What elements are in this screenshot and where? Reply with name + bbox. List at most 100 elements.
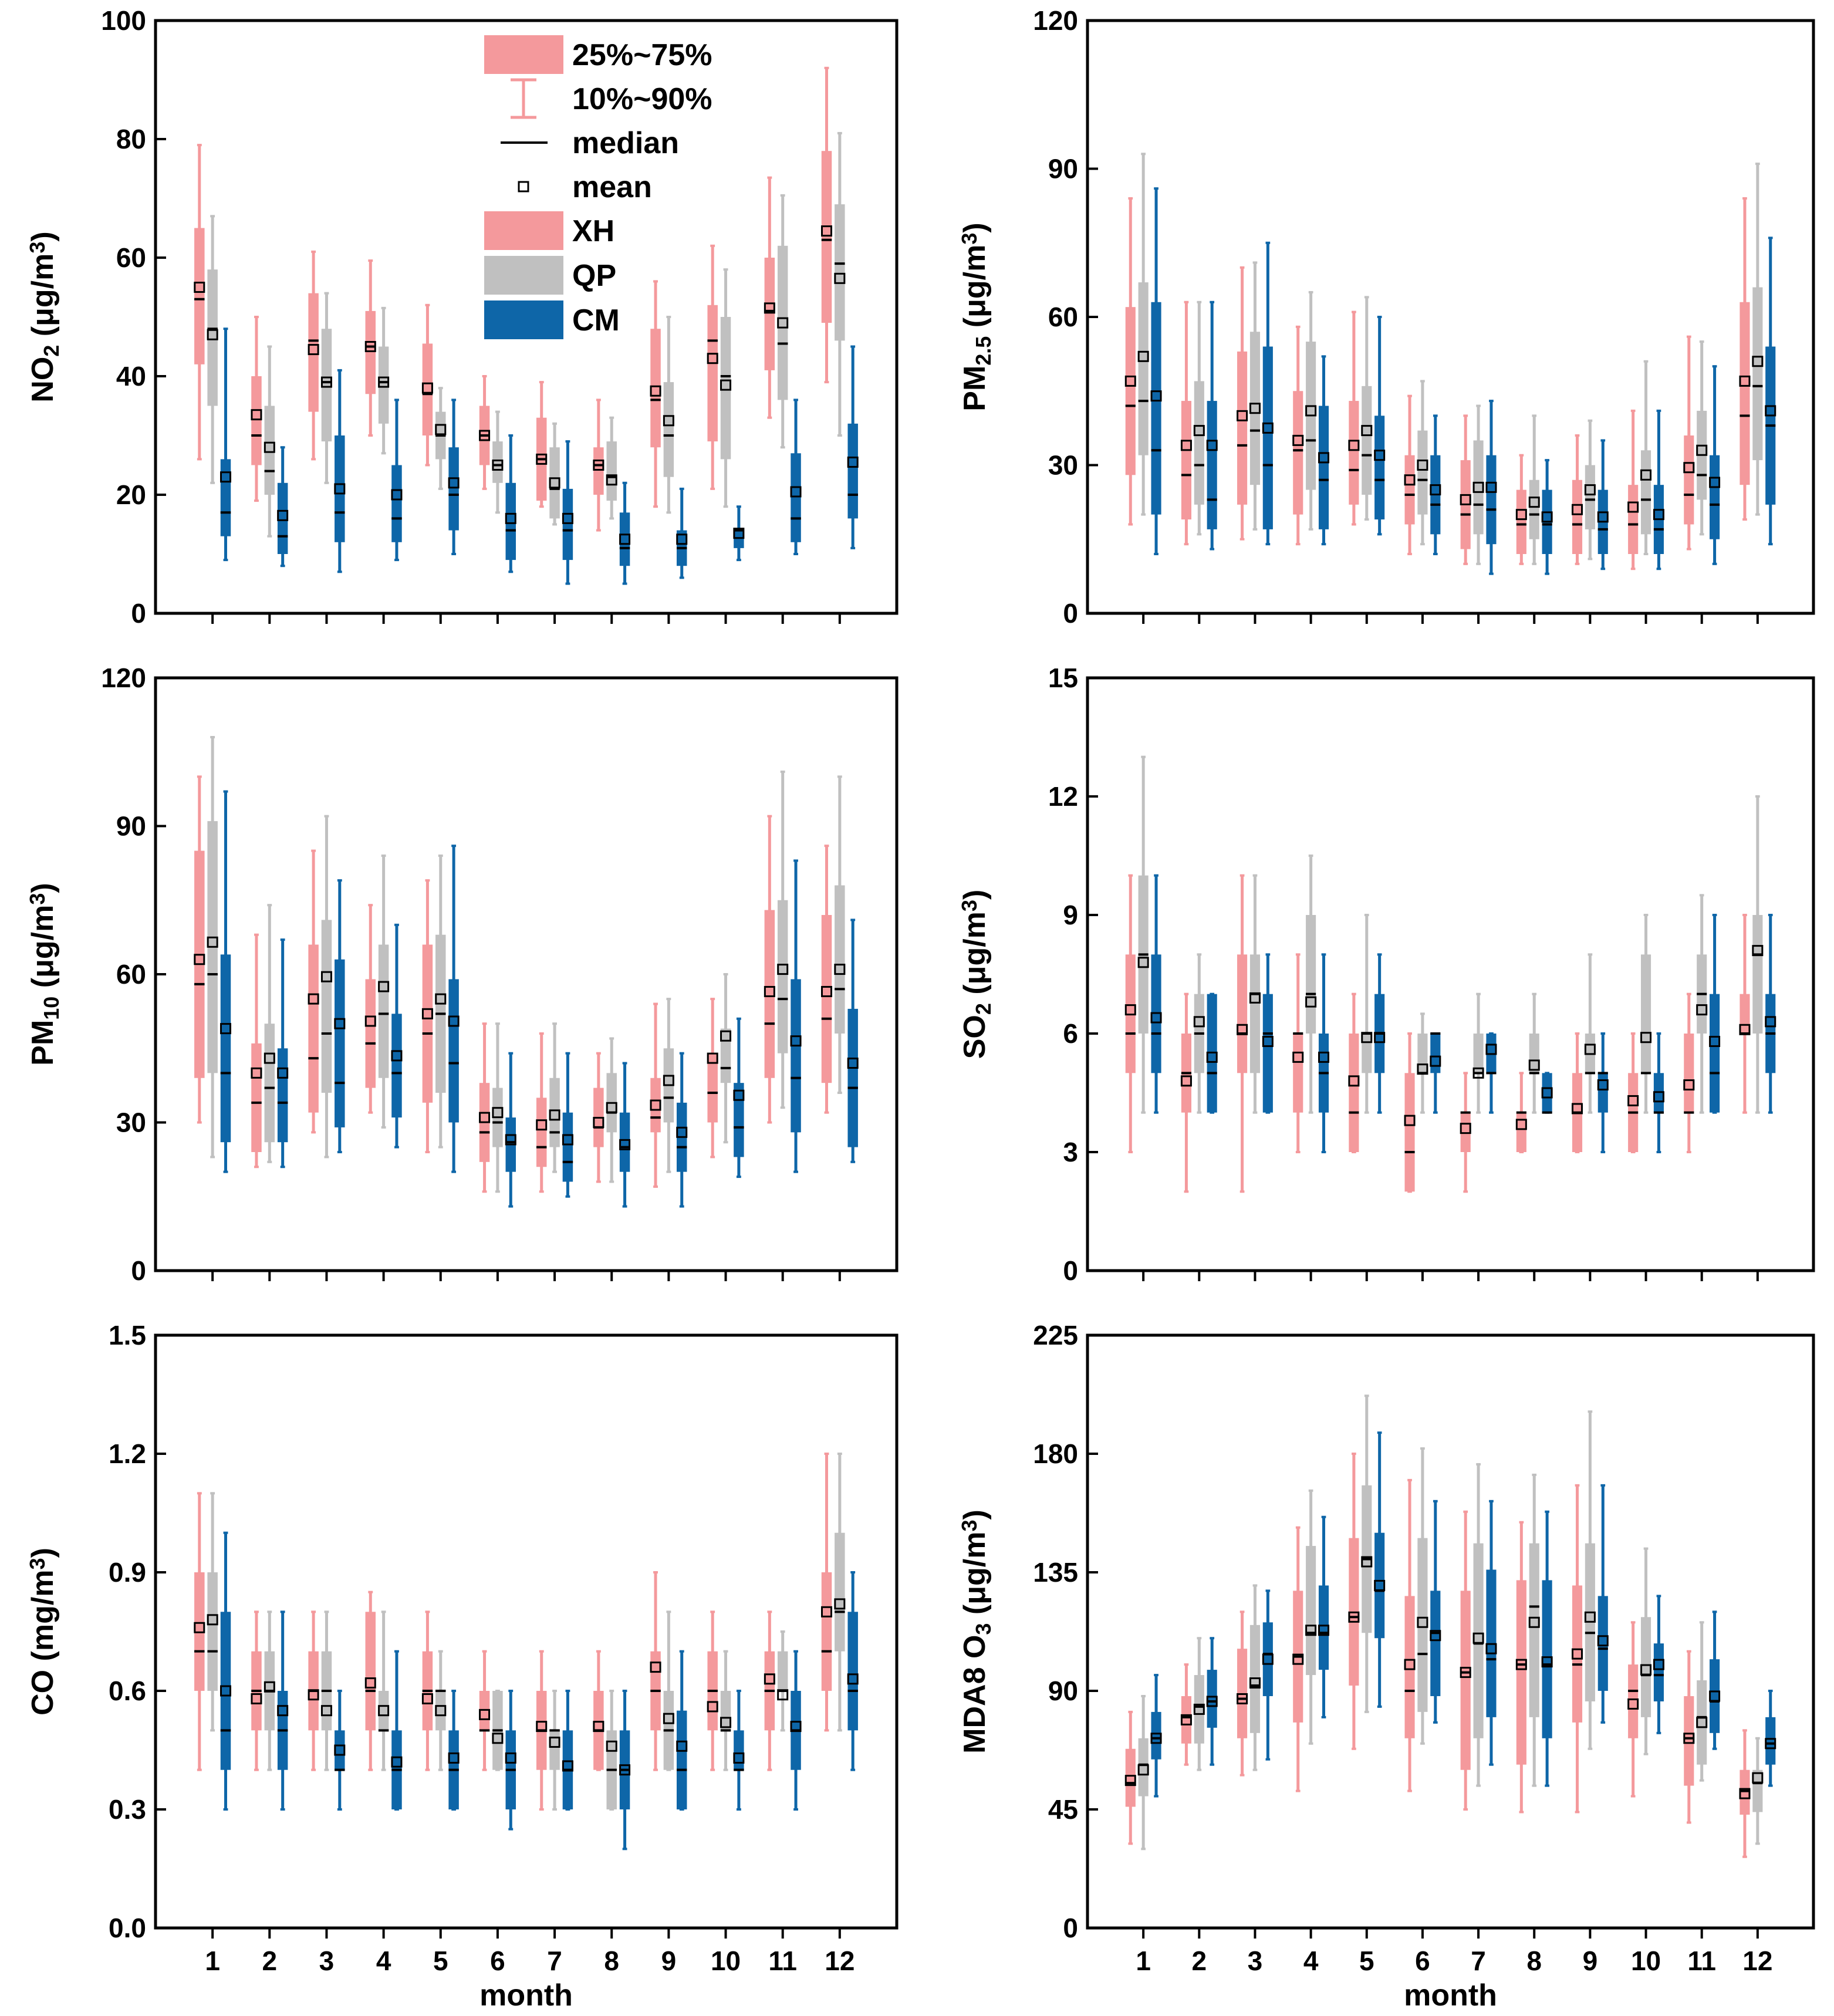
mean-marker [790, 1721, 802, 1733]
iqr-box [1516, 1112, 1526, 1152]
mean-marker [378, 376, 390, 388]
mean-marker [1249, 403, 1261, 414]
box-QP-month-11 [777, 770, 789, 1109]
y-axis-title-base: CO [26, 1670, 60, 1716]
mean-marker [1180, 1714, 1192, 1725]
x-tick-label: 2 [1192, 1946, 1207, 1976]
iqr-box [391, 465, 402, 542]
box-XH-month-11 [764, 1610, 775, 1771]
mean-marker [650, 1662, 661, 1673]
mean-marker [1124, 1775, 1136, 1787]
box-CM-month-3 [1262, 953, 1274, 1114]
box-CM-month-8 [1541, 1072, 1553, 1114]
iqr-box [1740, 994, 1750, 1034]
box-XH-month-4 [1292, 325, 1304, 546]
mean-marker [207, 1614, 218, 1626]
y-axis-title: CO (mg/m3) [25, 1548, 60, 1716]
x-tick-label: 7 [547, 1946, 562, 1976]
mean-marker [1696, 1717, 1708, 1728]
iqr-box [207, 1572, 218, 1691]
mean-marker [536, 453, 548, 465]
mean-marker [1752, 1772, 1764, 1784]
box-XH-month-4 [364, 259, 376, 437]
iqr-box [1529, 479, 1539, 539]
y-axis-title-subscript: 2.5 [971, 336, 995, 366]
y-tick-label: 60 [116, 242, 146, 273]
y-tick-label: 80 [116, 124, 146, 154]
y-axis-title: PM10 (μg/m3) [25, 883, 63, 1065]
legend-swatch [484, 256, 563, 295]
mean-marker [1515, 509, 1527, 521]
mean-marker [1374, 1579, 1386, 1591]
box-XH-month-5 [1348, 1453, 1360, 1750]
mean-marker [207, 936, 218, 948]
iqr-box [391, 1014, 402, 1118]
y-axis-title-close: ) [958, 1510, 992, 1519]
mean-marker [1137, 350, 1149, 362]
box-CM-month-7 [562, 1690, 573, 1811]
iqr-box [1597, 1073, 1608, 1113]
iqr-box [1306, 1546, 1316, 1676]
box-XH-month-6 [1404, 1032, 1416, 1193]
x-tick-label: 4 [376, 1946, 391, 1976]
iqr-box [207, 269, 218, 406]
iqr-box [1349, 1034, 1359, 1152]
x-tick-label: 7 [1471, 1946, 1486, 1976]
mean-marker [1150, 390, 1162, 402]
mean-marker [1150, 1012, 1162, 1024]
box-QP-month-3 [1249, 261, 1261, 531]
box-XH-month-12 [821, 1453, 833, 1732]
iqr-box [606, 441, 617, 501]
iqr-box [847, 1008, 858, 1147]
box-QP-month-12 [834, 131, 846, 437]
box-QP-month-12 [834, 775, 846, 1094]
iqr-box [1516, 1580, 1526, 1765]
iqr-box [764, 910, 775, 1078]
box-XH-month-10 [1627, 1621, 1639, 1798]
iqr-box [1237, 351, 1248, 505]
box-XH-month-7 [536, 1032, 548, 1193]
legend-label: 10%~90% [572, 82, 712, 116]
y-tick-label: 3 [1063, 1137, 1078, 1167]
box-XH-month-11 [1683, 335, 1695, 551]
mean-marker [821, 1606, 833, 1617]
iqr-box [650, 329, 661, 448]
box-XH-month-2 [1180, 992, 1192, 1193]
box-QP-month-9 [1584, 1410, 1596, 1750]
y-axis-title-base: MDA8 O [958, 1635, 992, 1754]
mean-marker [1348, 1611, 1360, 1623]
iqr-box [251, 376, 262, 465]
mean-marker [847, 1673, 859, 1685]
x-tick-label: 8 [604, 1946, 619, 1976]
mean-marker [505, 1752, 516, 1764]
box-CM-month-2 [1206, 992, 1218, 1114]
iqr-box [1473, 440, 1484, 535]
mean-marker [308, 1689, 319, 1701]
y-axis-title-unit: (μg/m [26, 254, 60, 345]
mean-marker [194, 282, 205, 293]
y-tick-label: 90 [1048, 154, 1078, 184]
mean-marker [834, 964, 846, 975]
legend: 25%~75% 10%~90% median mean XH QP CM [484, 35, 712, 339]
mean-marker [435, 424, 447, 435]
y-axis-title-superscript: 3 [957, 233, 981, 245]
box-CM-month-5 [448, 399, 460, 555]
iqr-box [264, 406, 275, 495]
mean-marker [1137, 957, 1149, 968]
iqr-box [365, 1612, 376, 1731]
mean-marker [1292, 1653, 1304, 1665]
mean-marker [1460, 1667, 1471, 1679]
mean-marker [505, 512, 516, 524]
mean-marker [378, 981, 390, 992]
mean-marker [1627, 501, 1639, 513]
iqr-box [549, 1078, 560, 1147]
box-XH-month-8 [1515, 454, 1527, 565]
iqr-box [1542, 1580, 1552, 1738]
box-QP-month-4 [1305, 855, 1317, 1114]
y-axis-title-close: ) [26, 231, 60, 241]
box-XH-month-9 [1571, 1032, 1583, 1153]
box-CM-month-3 [334, 1690, 346, 1811]
mean-marker [1374, 450, 1386, 461]
